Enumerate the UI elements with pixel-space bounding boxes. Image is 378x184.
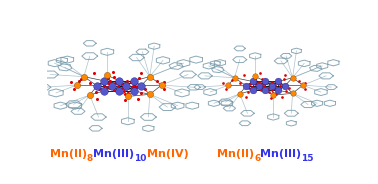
- Text: 6: 6: [254, 154, 260, 163]
- Text: Mn(II): Mn(II): [217, 149, 254, 159]
- Text: 8: 8: [87, 154, 93, 163]
- Text: Mn(III): Mn(III): [260, 149, 302, 159]
- Text: Mn(II): Mn(II): [50, 149, 87, 159]
- Text: Mn(IV): Mn(IV): [147, 149, 188, 159]
- Text: 15: 15: [302, 154, 314, 163]
- Text: Mn(III): Mn(III): [93, 149, 134, 159]
- Text: 10: 10: [134, 154, 147, 163]
